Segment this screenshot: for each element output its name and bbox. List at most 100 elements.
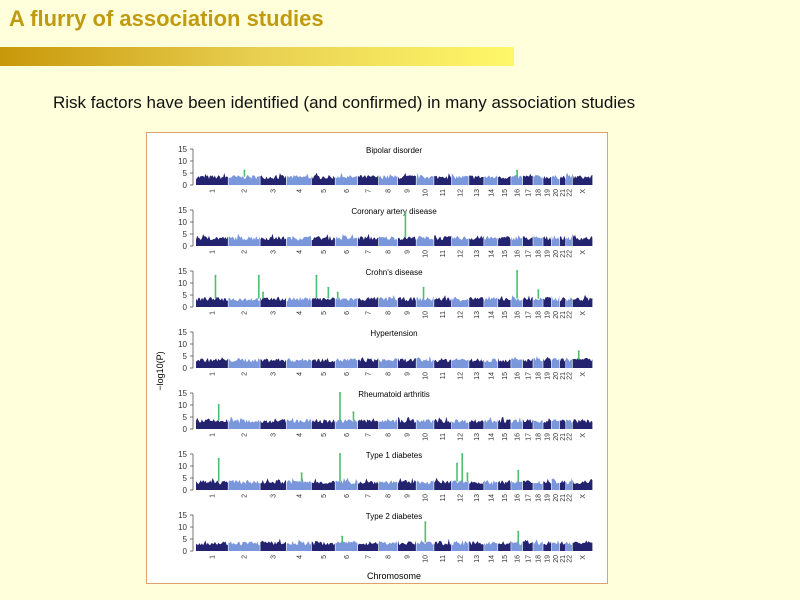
chromosome-label: 11: [440, 250, 447, 257]
chromosome-band-14: [484, 175, 498, 185]
chromosome-label: 17: [525, 311, 532, 319]
chromosome-band-6: [335, 297, 358, 307]
chromosome-label: 2: [242, 433, 249, 437]
chromosome-band-4: [286, 417, 312, 429]
chromosome-band-20: [551, 419, 560, 429]
hit-point: [300, 472, 303, 475]
hit-point: [336, 291, 339, 294]
chromosome-band-19: [543, 418, 552, 429]
chromosome-band-1: [196, 540, 228, 551]
hit-point: [243, 169, 246, 172]
chromosome-label: 14: [488, 311, 495, 319]
chromosome-label: 6: [344, 494, 351, 498]
chromosome-band-10: [416, 355, 434, 368]
chromosome-label: 14: [488, 189, 495, 197]
chromosome-label: 9: [405, 250, 412, 254]
chromosome-band-20: [551, 175, 560, 185]
y-tick-label: 5: [183, 474, 188, 483]
chromosome-label: 4: [296, 372, 303, 376]
chromosome-band-7: [357, 175, 379, 185]
chromosome-band-21: [559, 235, 566, 246]
chromosome-label: 14: [488, 494, 495, 502]
chromosome-label: 3: [271, 433, 278, 437]
chromosome-band-X: [572, 234, 593, 246]
hit-point: [537, 289, 540, 292]
chromosome-band-9: [398, 357, 416, 368]
y-tick-label: 10: [178, 401, 187, 410]
chromosome-band-1: [196, 357, 228, 368]
chromosome-band-4: [286, 236, 312, 246]
hit-point: [422, 286, 425, 289]
chromosome-label: 8: [386, 189, 393, 193]
chromosome-label: 19: [545, 189, 552, 197]
chromosome-label: 10: [423, 494, 430, 502]
chromosome-band-18: [533, 420, 543, 429]
hit-point: [461, 453, 464, 455]
chromosome-band-17: [522, 173, 533, 185]
chromosome-band-10: [416, 419, 434, 429]
y-tick-label: 5: [183, 291, 188, 300]
chromosome-band-18: [533, 355, 543, 368]
y-tick-label: 15: [178, 145, 187, 154]
chromosome-band-13: [469, 481, 484, 490]
chromosome-band-X: [572, 173, 593, 185]
chromosome-band-7: [357, 478, 379, 490]
chromosome-label: 11: [440, 311, 447, 318]
hit-point: [516, 270, 519, 272]
chromosome-label: 20: [553, 494, 560, 502]
x-axis-label: Chromosome: [367, 571, 421, 581]
chromosome-label: 13: [474, 494, 481, 502]
panel-title: Rheumatoid arthritis: [358, 390, 430, 399]
hit-point: [352, 411, 355, 414]
chromosome-band-10: [416, 480, 434, 490]
chromosome-label: 16: [514, 494, 521, 502]
chromosome-label: 12: [458, 189, 465, 197]
chromosome-band-5: [311, 418, 335, 429]
chromosome-label: 1: [209, 555, 216, 559]
chromosome-label: 20: [553, 311, 560, 319]
chromosome-band-16: [511, 172, 523, 185]
chromosome-band-5: [311, 357, 335, 368]
manhattan-figure: −log10(P) Chromosome Bipolar disorder 0 5 1…: [146, 132, 608, 584]
chromosome-label: 11: [440, 433, 447, 440]
chromosome-band-7: [357, 541, 379, 551]
chromosome-label: 7: [366, 189, 373, 193]
chromosome-label: 4: [296, 311, 303, 315]
chromosome-band-8: [378, 540, 398, 551]
chromosome-label: 3: [271, 311, 278, 315]
chromosome-label: 4: [296, 555, 303, 559]
chromosome-label: 19: [545, 250, 552, 258]
y-tick-label: 0: [183, 364, 188, 373]
chromosome-label: 15: [502, 250, 509, 258]
chromosome-label: 20: [553, 433, 560, 441]
chromosome-band-4: [286, 297, 312, 307]
chromosome-band-21: [559, 297, 566, 307]
chromosome-label: 19: [545, 311, 552, 319]
chromosome-band-18: [533, 297, 543, 307]
chromosome-band-12: [451, 173, 469, 185]
chromosome-band-10: [416, 235, 434, 246]
chromosome-band-7: [357, 297, 379, 307]
chromosome-label: 17: [525, 372, 532, 380]
chromosome-label: 18: [536, 494, 543, 502]
chromosome-label: 18: [536, 433, 543, 441]
manhattan-plots: −log10(P) Chromosome Bipolar disorder 0 5 1…: [155, 145, 593, 581]
chromosome-label: 5: [321, 372, 328, 376]
chromosome-band-9: [398, 477, 416, 490]
y-tick-label: 10: [178, 340, 187, 349]
y-tick-label: 5: [183, 169, 188, 178]
chromosome-band-1: [196, 417, 228, 429]
chromosome-label: X: [580, 433, 587, 438]
chromosome-label: 13: [474, 189, 481, 197]
chromosome-band-8: [378, 236, 398, 246]
chromosome-label: 21: [560, 311, 567, 319]
chromosome-label: 3: [271, 189, 278, 193]
chromosome-band-6: [335, 233, 358, 246]
panel-title: Hypertension: [370, 329, 417, 338]
chromosome-label: 5: [321, 250, 328, 254]
chromosome-label: 19: [545, 433, 552, 441]
chromosome-band-X: [572, 540, 593, 551]
chromosome-label: 1: [209, 311, 216, 315]
hit-point: [517, 530, 520, 533]
chromosome-label: 6: [344, 311, 351, 315]
